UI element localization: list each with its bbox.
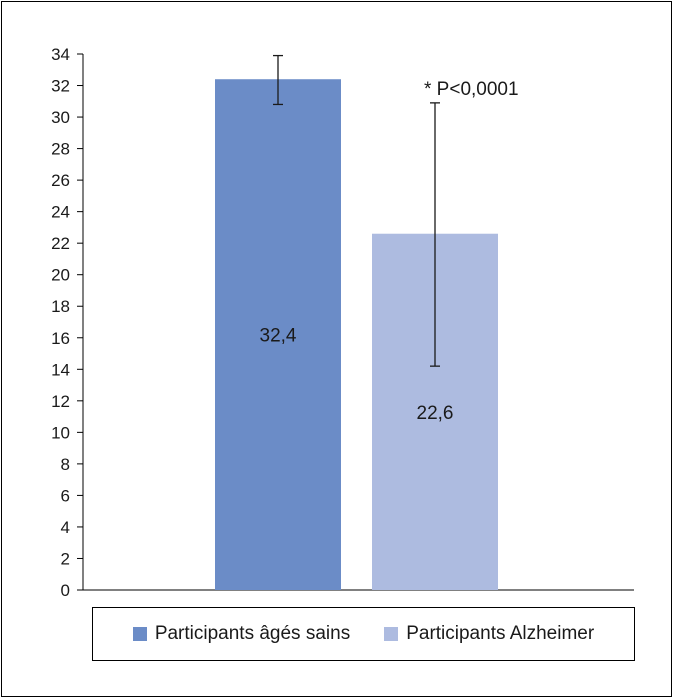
legend-swatch-healthy: [132, 627, 147, 641]
y-tick-label: 28: [51, 140, 70, 159]
significance-annotation: * P<0,0001: [424, 79, 519, 100]
y-tick-label: 10: [51, 423, 70, 442]
legend-label-alzheimer: Participants Alzheimer: [406, 623, 595, 644]
bar-healthy: [215, 79, 341, 591]
legend-item-healthy: Participants âgés sains: [132, 623, 351, 645]
data-label-healthy: 32,4: [260, 326, 297, 347]
y-tick-label: 18: [51, 297, 70, 316]
y-tick-label: 4: [61, 518, 70, 537]
y-tick-label: 12: [51, 392, 70, 411]
y-tick-label: 24: [51, 203, 70, 222]
legend-item-alzheimer: Participants Alzheimer: [384, 623, 594, 645]
y-tick-label: 6: [61, 486, 70, 505]
legend: Participants âgés sains Participants Alz…: [92, 607, 635, 661]
legend-swatch-alzheimer: [384, 627, 399, 641]
y-tick-label: 34: [51, 45, 70, 64]
data-label-alzheimer: 22,6: [417, 403, 454, 424]
y-tick-label: 20: [51, 266, 70, 285]
y-tick-label: 22: [51, 234, 70, 253]
y-tick-label: 0: [61, 581, 70, 600]
y-tick-label: 26: [51, 171, 70, 190]
y-tick-label: 16: [51, 329, 70, 348]
y-tick-label: 2: [61, 549, 70, 568]
y-tick-label: 8: [61, 455, 70, 474]
y-tick-label: 30: [51, 108, 70, 127]
y-tick-label: 32: [51, 77, 70, 96]
legend-label-healthy: Participants âgés sains: [154, 623, 351, 644]
y-tick-label: 14: [51, 360, 70, 379]
